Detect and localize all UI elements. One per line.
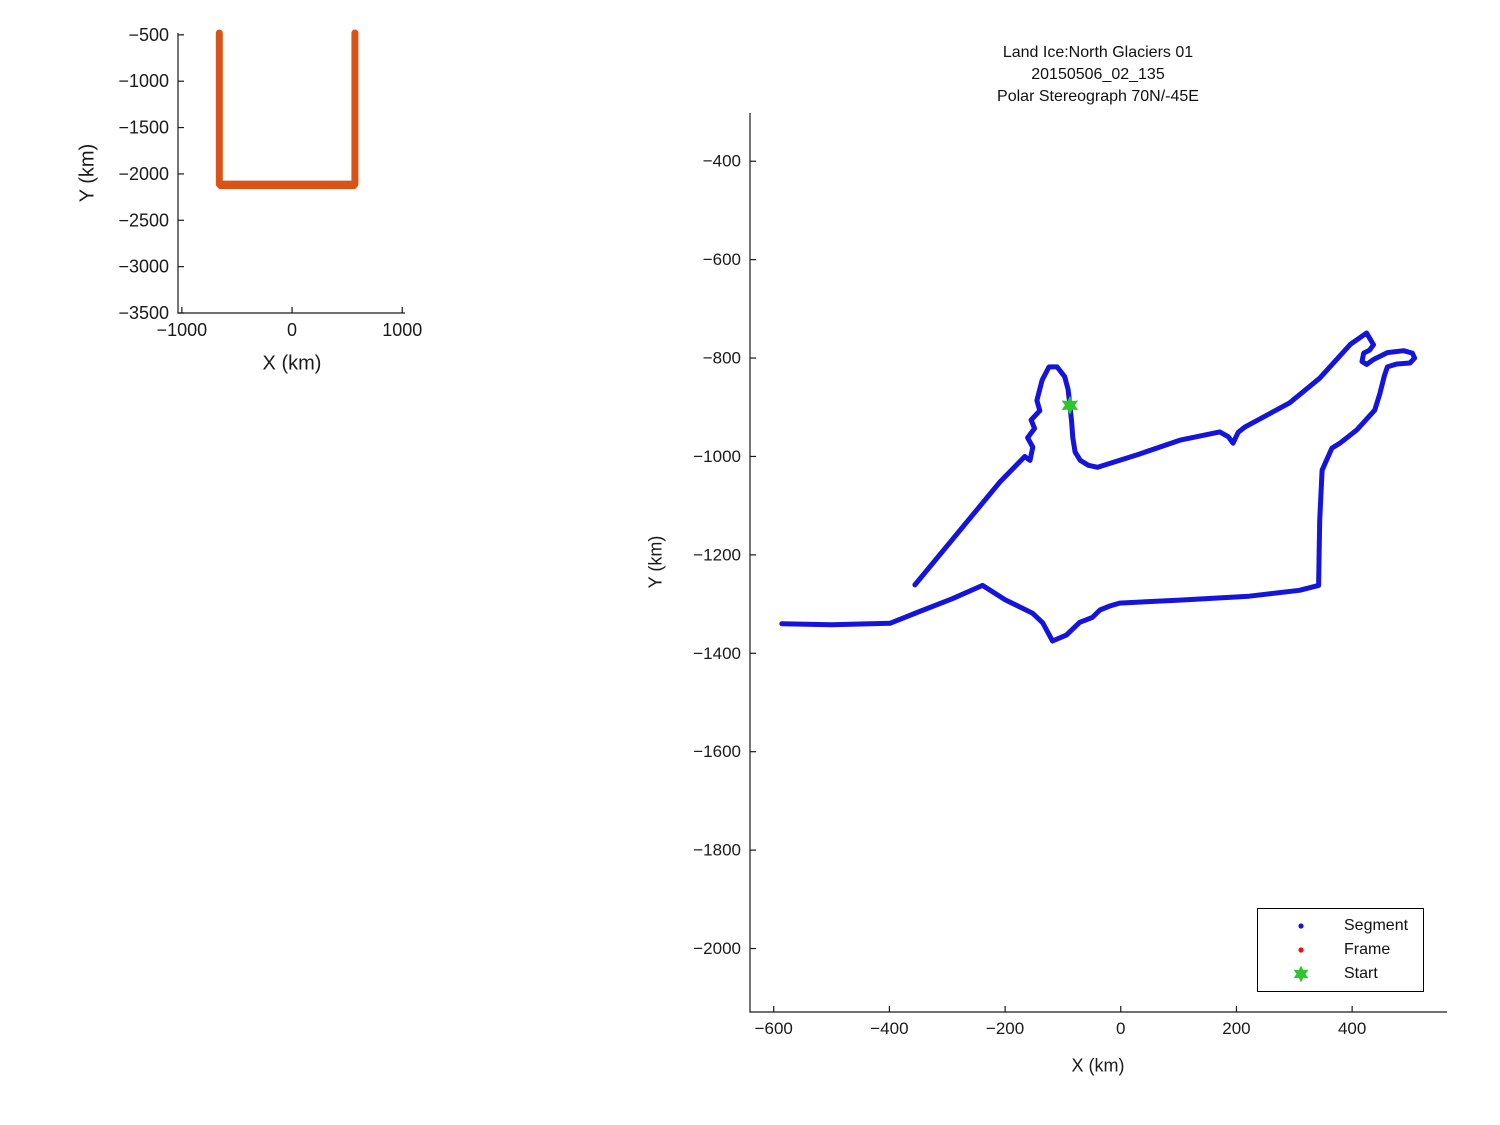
y-tick-label: −1500 bbox=[118, 118, 169, 138]
title-line-3: Polar Stereograph 70N/-45E bbox=[997, 88, 1199, 105]
y-tick-label: −400 bbox=[703, 152, 741, 171]
axes-spines bbox=[177, 33, 405, 314]
y-tick-label: −1000 bbox=[118, 71, 169, 91]
x-tick-label: 1000 bbox=[382, 320, 422, 340]
y-tick-label: −1600 bbox=[693, 742, 741, 761]
title-line-1: Land Ice:North Glaciers 01 bbox=[1002, 44, 1194, 61]
y-tick-label: −800 bbox=[703, 349, 741, 368]
legend-label-frame: Frame bbox=[1344, 941, 1391, 958]
legend-item-segment: Segment bbox=[1258, 914, 1423, 938]
legend-item-frame: Frame bbox=[1258, 938, 1423, 962]
y-tick-label: −1400 bbox=[693, 644, 741, 663]
x-tick-label: −1000 bbox=[157, 320, 208, 340]
main-plot-title: Land Ice:North Glaciers 01 20150506_02_1… bbox=[997, 42, 1199, 108]
legend-label-start: Start bbox=[1344, 965, 1378, 982]
track-outline-path bbox=[215, 29, 359, 188]
main-x-axis-label: X (km) bbox=[1071, 1055, 1125, 1076]
main-y-axis-label: Y (km) bbox=[645, 535, 666, 589]
segment-path bbox=[779, 330, 1418, 644]
overview-x-axis-label: X (km) bbox=[262, 352, 322, 375]
y-tick-label: −2000 bbox=[118, 164, 169, 184]
legend-label-segment: Segment bbox=[1344, 917, 1409, 934]
y-tick-label: −2500 bbox=[118, 210, 169, 230]
y-tick-label: −1000 bbox=[693, 447, 741, 466]
start-star-icon bbox=[1293, 965, 1309, 983]
y-tick-label: −3000 bbox=[118, 257, 169, 277]
x-tick-label: 400 bbox=[1338, 1019, 1366, 1038]
x-tick-label: 0 bbox=[1116, 1019, 1125, 1038]
x-tick-label: 200 bbox=[1222, 1019, 1250, 1038]
x-tick-label: −600 bbox=[755, 1019, 793, 1038]
legend: Segment Frame Start bbox=[1257, 908, 1424, 992]
y-tick-label: −2000 bbox=[693, 939, 741, 958]
x-tick-label: −200 bbox=[986, 1019, 1024, 1038]
title-line-2: 20150506_02_135 bbox=[1031, 66, 1165, 83]
axes-spines bbox=[749, 113, 1447, 1013]
y-tick-label: −1200 bbox=[693, 545, 741, 564]
legend-item-start: Start bbox=[1258, 962, 1423, 986]
y-tick-label: −1800 bbox=[693, 841, 741, 860]
y-tick-label: −3500 bbox=[118, 303, 169, 323]
x-tick-label: −400 bbox=[870, 1019, 908, 1038]
overview-plot: −1000 0 1000 −500 −1000 −1500 −2000 −2500 −3000 −… bbox=[118, 25, 422, 340]
y-tick-label: −600 bbox=[703, 250, 741, 269]
segment-dot-icon bbox=[1298, 923, 1304, 929]
y-tick-label: −500 bbox=[128, 25, 169, 45]
start-marker bbox=[1061, 395, 1079, 415]
main-plot: −600 −400 −200 0 200 400−400−600−800−1000−120… bbox=[693, 113, 1447, 1038]
x-tick-label: 0 bbox=[287, 320, 297, 340]
frame-dot-icon bbox=[1298, 947, 1304, 953]
overview-y-axis-label: Y (km) bbox=[76, 143, 99, 203]
